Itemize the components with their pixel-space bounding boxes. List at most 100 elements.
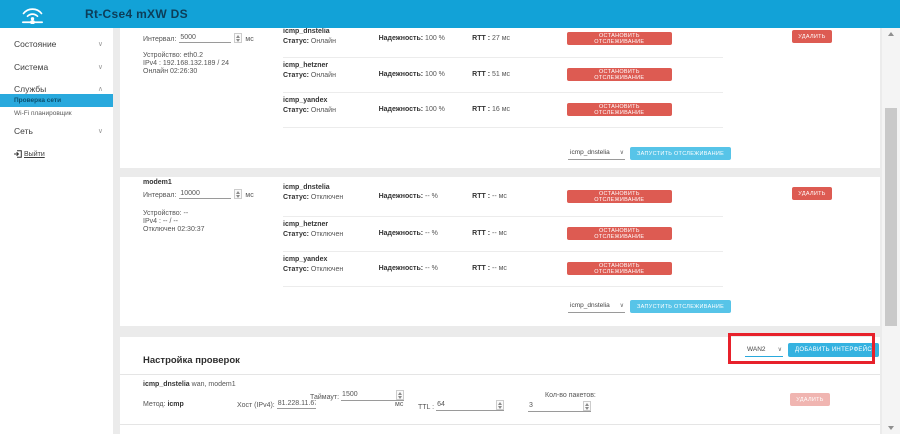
ttl-input[interactable]	[436, 401, 497, 409]
delete-interface-button[interactable]: УДАЛИТЬ	[792, 30, 832, 43]
monitor-row: icmp_dnstelia Статус: Отключен Надежност…	[283, 182, 723, 217]
stop-tracking-button[interactable]: ОСТАНОВИТЬ ОТСЛЕЖИВАНИЕ	[566, 262, 672, 275]
delete-check-button[interactable]: УДАЛИТЬ	[790, 393, 830, 406]
monitor-name: icmp_yandex	[283, 97, 328, 104]
stop-tracking-button[interactable]: ОСТАНОВИТЬ ОТСЛЕЖИВАНИЕ	[566, 68, 672, 81]
monitor-name: icmp_hetzner	[283, 221, 329, 228]
sidebar: Состояние ∨ Система ∨ Службы ∧ Проверка …	[0, 28, 113, 434]
interface-card-modem1: modem1 Интервал: мс Устройство: -- IPv4 …	[120, 177, 880, 326]
page-title: Rt-Cse4 mXW DS	[85, 7, 188, 21]
sidebar-item-services[interactable]: Службы ∧	[14, 84, 103, 94]
monitor-reliability: Надежность: -- %	[378, 230, 438, 237]
monitor-reliability: Надежность: -- %	[378, 193, 438, 200]
chevron-down-icon: ∨	[619, 150, 624, 156]
scroll-down-icon[interactable]	[882, 422, 900, 434]
device-label: Устройство: eth0.2	[143, 52, 203, 59]
monitor-reliability: Надежность: -- %	[378, 265, 438, 272]
monitor-list: icmp_dnstelia Статус: Онлайн Надежность:…	[283, 28, 723, 128]
check-name: icmp_dnstelia wan, modem1	[143, 381, 236, 388]
add-monitor-row: icmp_dnstelia ∨ ЗАПУСТИТЬ ОТСЛЕЖИВАНИЕ	[568, 300, 732, 313]
add-interface-row: WAN2 ∨ ДОБАВИТЬ ИНТЕРФЕЙС	[745, 343, 879, 357]
stop-tracking-button[interactable]: ОСТАНОВИТЬ ОТСЛЕЖИВАНИЕ	[566, 190, 672, 203]
timeout-input[interactable]	[341, 391, 397, 399]
stepper-icon[interactable]	[496, 400, 505, 410]
host-input[interactable]	[276, 400, 316, 409]
stop-tracking-button[interactable]: ОСТАНОВИТЬ ОТСЛЕЖИВАНИЕ	[566, 103, 672, 116]
monitor-row: icmp_yandex Статус: Онлайн Надежность: 1…	[283, 93, 723, 128]
ipv4-label: IPv4 : -- / --	[143, 218, 178, 225]
packets-input[interactable]	[528, 402, 583, 410]
timeout-field: Таймаут:	[310, 390, 405, 401]
monitor-rtt: RTT : 51 мс	[472, 71, 511, 78]
sidebar-item-system[interactable]: Система ∨	[14, 62, 103, 72]
logout-link[interactable]: Выйти	[14, 150, 45, 158]
monitor-row: icmp_hetzner Статус: Отключен Надежность…	[283, 217, 723, 252]
monitor-select[interactable]: icmp_dnstelia ∨	[568, 300, 625, 313]
add-interface-button[interactable]: ДОБАВИТЬ ИНТЕРФЕЙС	[788, 343, 879, 357]
monitor-row: icmp_dnstelia Статус: Онлайн Надежность:…	[283, 28, 723, 58]
interval-input[interactable]	[179, 34, 232, 43]
monitor-name: icmp_hetzner	[283, 62, 329, 69]
start-tracking-button[interactable]: ЗАПУСТИТЬ ОТСЛЕЖИВАНИЕ	[630, 147, 732, 160]
sidebar-item-network[interactable]: Сеть ∨	[14, 126, 103, 136]
monitor-rtt: RTT : 27 мс	[472, 35, 511, 42]
monitor-status: Статус: Онлайн	[283, 107, 336, 114]
monitor-reliability: Надежность: 100 %	[378, 71, 445, 78]
method-field: Метод: icmp	[143, 401, 184, 408]
packets-label: Кол-во пакетов:	[545, 392, 596, 399]
chevron-down-icon: ∨	[619, 303, 624, 309]
scrollbar-thumb[interactable]	[885, 108, 897, 326]
interval-input[interactable]	[179, 190, 232, 199]
ttl-field: TTL :	[418, 400, 505, 411]
delete-interface-button[interactable]: УДАЛИТЬ	[792, 187, 832, 200]
monitor-row: icmp_yandex Статус: Отключен Надежность:…	[283, 252, 723, 287]
monitor-rtt: RTT : -- мс	[472, 230, 507, 237]
chevron-down-icon: ∨	[97, 64, 103, 71]
chevron-down-icon: ∨	[97, 41, 103, 48]
monitor-status: Статус: Онлайн	[283, 38, 336, 45]
divider	[120, 374, 880, 375]
monitor-reliability: Надежность: 100 %	[378, 106, 445, 113]
host-field: Хост (IPv4):	[237, 400, 316, 409]
monitor-status: Статус: Онлайн	[283, 72, 336, 79]
stop-tracking-button[interactable]: ОСТАНОВИТЬ ОТСЛЕЖИВАНИЕ	[566, 227, 672, 240]
stop-tracking-button[interactable]: ОСТАНОВИТЬ ОТСЛЕЖИВАНИЕ	[566, 32, 672, 45]
sidebar-item-wifi-scheduler[interactable]: Wi-Fi планировщик	[14, 110, 72, 117]
monitor-list: icmp_dnstelia Статус: Отключен Надежност…	[283, 182, 723, 287]
monitor-reliability: Надежность: 100 %	[378, 35, 445, 42]
scroll-up-icon[interactable]	[882, 28, 900, 40]
exit-icon	[14, 150, 22, 158]
chevron-down-icon: ∨	[777, 346, 782, 353]
interval-field: Интервал: мс	[143, 33, 254, 43]
monitor-rtt: RTT : -- мс	[472, 265, 507, 272]
interval-field: Интервал: мс	[143, 189, 254, 199]
app-header: Rt-Cse4 mXW DS	[0, 0, 900, 28]
wifi-logo-icon	[19, 3, 46, 31]
monitor-status: Статус: Отключен	[283, 266, 344, 273]
device-label: Устройство: --	[143, 210, 189, 217]
interface-info: Устройство: eth0.2 IPv4 : 192.168.132.18…	[143, 52, 229, 76]
monitor-name: icmp_dnstelia	[283, 184, 330, 191]
timeout-unit: мс	[395, 401, 404, 408]
section-title: Настройка проверок	[143, 355, 240, 366]
checks-config-card: WAN2 ∨ ДОБАВИТЬ ИНТЕРФЕЙС Настройка пров…	[120, 337, 880, 434]
add-monitor-row: icmp_dnstelia ∨ ЗАПУСТИТЬ ОТСЛЕЖИВАНИЕ	[568, 147, 732, 160]
monitor-rtt: RTT : 16 мс	[472, 106, 511, 113]
stepper-icon[interactable]	[234, 189, 243, 199]
monitor-name: icmp_yandex	[283, 256, 328, 263]
stepper-icon[interactable]	[396, 390, 405, 400]
stepper-icon[interactable]	[234, 33, 243, 43]
chevron-up-icon: ∧	[97, 86, 103, 93]
start-tracking-button[interactable]: ЗАПУСТИТЬ ОТСЛЕЖИВАНИЕ	[630, 300, 732, 313]
interface-card-1: Интервал: мс Устройство: eth0.2 IPv4 : 1…	[120, 28, 880, 168]
ipv4-label: IPv4 : 192.168.132.189 / 24	[143, 60, 230, 67]
sidebar-item-status[interactable]: Состояние ∨	[14, 39, 103, 49]
monitor-status: Статус: Отключен	[283, 194, 344, 201]
stepper-icon[interactable]	[583, 401, 591, 411]
vertical-scrollbar[interactable]	[882, 28, 900, 434]
monitor-rtt: RTT : -- мс	[472, 193, 507, 200]
sidebar-item-network-check[interactable]: Проверка сети	[0, 94, 113, 107]
interface-select[interactable]: WAN2 ∨	[745, 344, 783, 357]
interface-name: modem1	[143, 179, 172, 186]
monitor-select[interactable]: icmp_dnstelia ∨	[568, 147, 625, 160]
